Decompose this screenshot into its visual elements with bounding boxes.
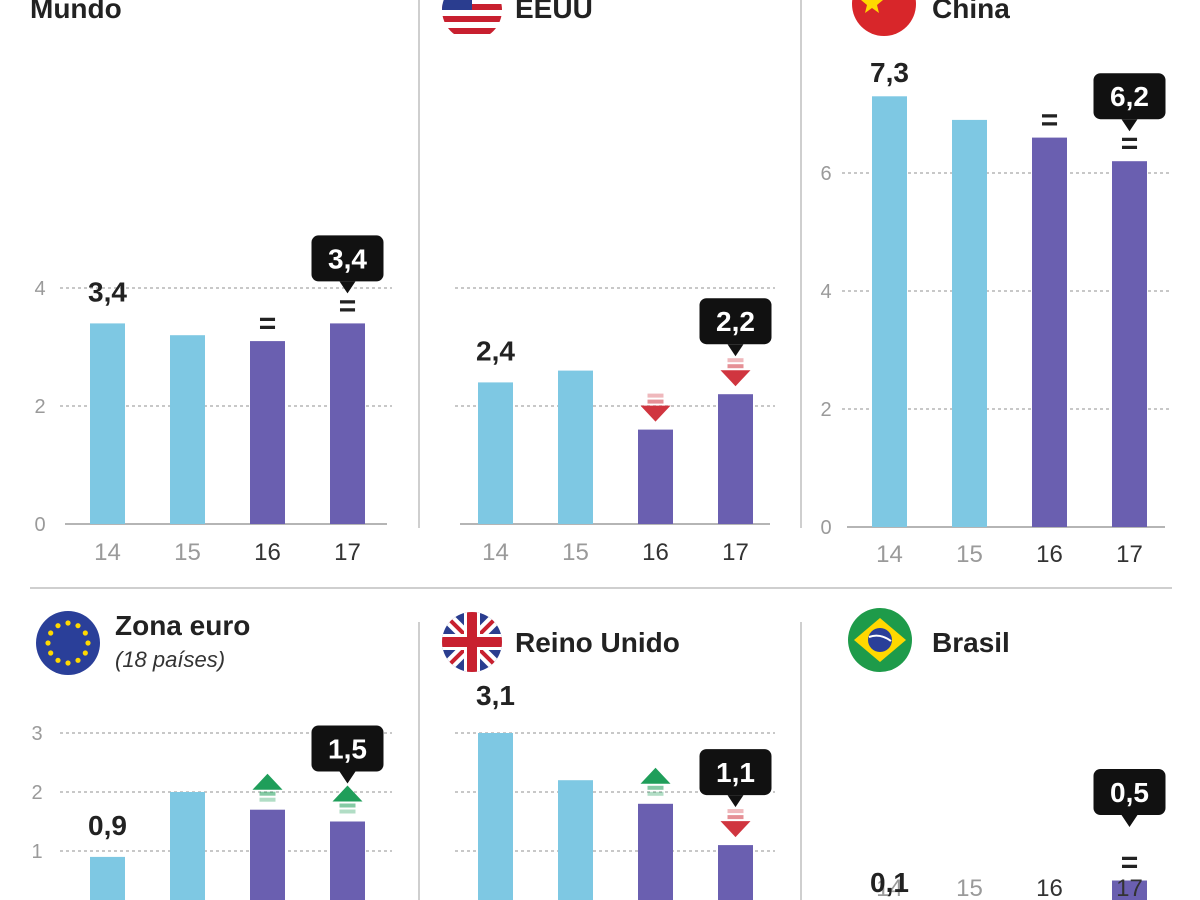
panel-5-bar-16	[638, 803, 673, 900]
panel-2-category-17: 17	[722, 539, 749, 566]
panel-2-bar-14	[478, 382, 513, 524]
panel-5-bar-15	[558, 780, 593, 900]
panel-4-bar-15	[170, 792, 205, 900]
eu-flag-icon	[36, 611, 100, 675]
china-flag-icon	[852, 0, 916, 36]
panel-2-bar-17	[718, 394, 753, 524]
panel-5-bar-14	[478, 733, 513, 900]
panel-4-bar-16	[250, 809, 285, 900]
panel-3-unchanged-mark-17: =	[1121, 127, 1139, 160]
panel-4-y-tick: 1	[31, 841, 42, 863]
panel-1-bar-15	[170, 335, 205, 524]
change-arrow-panel-2-16	[640, 393, 671, 422]
panel-2-first-value-label: 2,4	[476, 335, 515, 366]
panel-4-title: Zona euro	[115, 610, 250, 641]
panel-5-first-value-label: 3,1	[476, 680, 515, 711]
panel-5-title: Reino Unido	[515, 627, 680, 658]
panel-1-forecast-callout: 3,4	[311, 235, 384, 294]
panel-2-bar-15	[558, 370, 593, 524]
panel-5-forecast-value: 1,1	[716, 757, 755, 788]
panel-4-first-value-label: 0,9	[88, 810, 127, 841]
panel-6-forecast-callout: 0,5	[1093, 769, 1166, 827]
panel-2-title: EEUU	[515, 0, 593, 24]
panel-1-y-tick: 4	[34, 278, 45, 300]
panel-1-unchanged-mark-17: =	[339, 289, 357, 322]
panel-4-y-tick: 3	[31, 723, 42, 745]
panel-3-title: China	[932, 0, 1010, 24]
panel-3-y-tick: 2	[820, 399, 831, 421]
panel-6-category-15: 15	[956, 875, 983, 900]
panel-2-bar-16	[638, 429, 673, 524]
us-flag-icon	[442, 0, 502, 40]
panel-6-forecast-value: 0,5	[1110, 777, 1149, 808]
panel-3-y-tick: 4	[820, 281, 831, 303]
panel-3-bar-15	[952, 119, 987, 528]
panel-4-bar-14	[90, 856, 125, 900]
panel-2-category-15: 15	[562, 539, 589, 566]
panel-1-category-14: 14	[94, 539, 121, 566]
brazil-flag-icon	[848, 608, 912, 672]
change-arrow-panel-5-17	[720, 809, 751, 838]
change-arrow-panel-4-16	[252, 773, 283, 802]
panel-4-bar-17	[330, 821, 365, 900]
panel-6-first-value-label: 0,1	[870, 867, 909, 898]
panel-3-forecast-value: 6,2	[1110, 81, 1149, 112]
panel-3-first-value-label: 7,3	[870, 57, 909, 88]
panel-3-unchanged-mark-16: =	[1041, 104, 1059, 137]
panel-6-category-16: 16	[1036, 875, 1063, 900]
panel-2-category-14: 14	[482, 539, 509, 566]
change-arrow-panel-4-17	[332, 785, 363, 814]
panel-1-category-17: 17	[334, 539, 361, 566]
panel-1-first-value-label: 3,4	[88, 276, 127, 307]
panel-1-y-tick: 0	[34, 514, 45, 536]
panel-1-bar-16	[250, 341, 285, 524]
panel-6-category-14: 14	[876, 875, 903, 900]
panel-6-category-17: 17	[1116, 875, 1143, 900]
panel-3-forecast-callout: 6,2	[1093, 73, 1166, 132]
uk-flag-icon	[442, 612, 502, 672]
panel-1-y-tick: 2	[34, 396, 45, 418]
panel-5-forecast-callout: 1,1	[699, 749, 772, 808]
panel-3-category-15: 15	[956, 541, 983, 568]
panel-1-unchanged-mark-16: =	[259, 307, 277, 340]
panel-3-category-17: 17	[1116, 541, 1143, 568]
panel-6-unchanged-mark-17: =	[1121, 846, 1139, 879]
panel-1-bar-14	[90, 323, 125, 524]
panel-2-forecast-callout: 2,2	[699, 298, 772, 357]
panel-1-category-15: 15	[174, 539, 201, 566]
panel-3-category-16: 16	[1036, 541, 1063, 568]
panel-3-y-tick: 6	[820, 163, 831, 185]
panel-6-bar-17	[1112, 880, 1147, 900]
panel-1-title: Mundo	[30, 0, 122, 24]
panel-3-bar-14	[872, 96, 907, 528]
change-arrow-panel-5-16	[640, 767, 671, 796]
change-arrow-panel-2-17	[720, 358, 751, 387]
panel-2-category-16: 16	[642, 539, 669, 566]
panel-5-bar-17	[718, 845, 753, 900]
panel-3-category-14: 14	[876, 541, 903, 568]
panel-1-category-16: 16	[254, 539, 281, 566]
panel-6-title: Brasil	[932, 627, 1010, 658]
panel-3-bar-17	[1112, 161, 1147, 527]
panel-4-forecast-value: 1,5	[328, 734, 367, 765]
panel-2-forecast-value: 2,2	[716, 306, 755, 337]
panel-4-subtitle: (18 países)	[115, 647, 225, 672]
panel-4-y-tick: 2	[31, 782, 42, 804]
panel-3-y-tick: 0	[820, 517, 831, 539]
panel-1-forecast-value: 3,4	[328, 243, 367, 274]
panel-3-bar-16	[1032, 137, 1067, 527]
panel-1-bar-17	[330, 323, 365, 524]
panel-4-forecast-callout: 1,5	[311, 725, 384, 784]
